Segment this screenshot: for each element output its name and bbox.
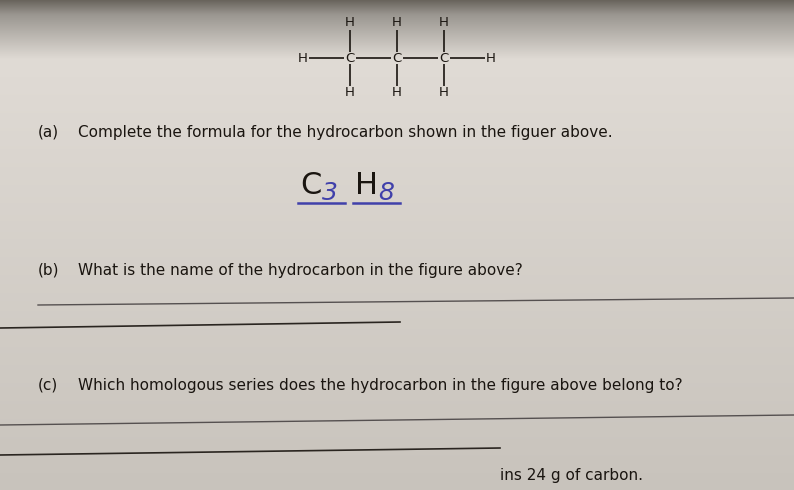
Text: C: C	[439, 51, 449, 65]
Text: H: H	[345, 87, 355, 99]
Text: (b): (b)	[38, 263, 60, 277]
Text: C: C	[345, 51, 355, 65]
Text: Complete the formula for the hydrocarbon shown in the figuer above.: Complete the formula for the hydrocarbon…	[78, 124, 613, 140]
Text: H: H	[439, 87, 449, 99]
Text: Which homologous series does the hydrocarbon in the figure above belong to?: Which homologous series does the hydroca…	[78, 377, 683, 392]
Text: H: H	[392, 17, 402, 29]
Text: 3: 3	[322, 181, 338, 205]
Text: 8: 8	[378, 181, 394, 205]
Text: C: C	[300, 171, 322, 199]
Text: ins 24 g of carbon.: ins 24 g of carbon.	[500, 467, 643, 483]
Text: (c): (c)	[38, 377, 58, 392]
Text: H: H	[439, 17, 449, 29]
Text: H: H	[355, 171, 378, 199]
Text: H: H	[298, 51, 308, 65]
Text: H: H	[486, 51, 496, 65]
Text: H: H	[345, 17, 355, 29]
Text: C: C	[392, 51, 402, 65]
Text: (a): (a)	[38, 124, 59, 140]
Text: H: H	[392, 87, 402, 99]
Text: What is the name of the hydrocarbon in the figure above?: What is the name of the hydrocarbon in t…	[78, 263, 522, 277]
